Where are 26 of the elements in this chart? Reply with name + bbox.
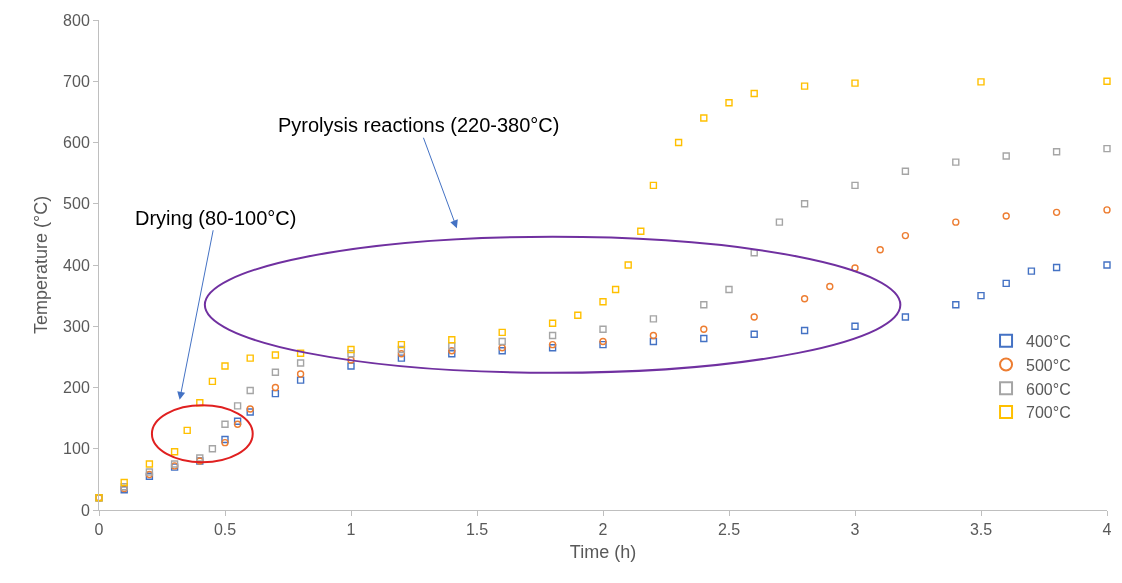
x-tick-label: 3.5 xyxy=(969,521,993,539)
legend-label: 500°C xyxy=(1026,356,1071,374)
y-tick-label: 300 xyxy=(63,317,90,335)
y-tick-label: 400 xyxy=(63,256,90,274)
y-tick-label: 800 xyxy=(63,11,90,29)
y-tick-label: 100 xyxy=(63,440,90,458)
x-tick-label: 3 xyxy=(850,521,860,539)
y-tick-label: 200 xyxy=(63,379,90,397)
x-tick-label: 0.5 xyxy=(213,521,237,539)
y-tick-label: 0 xyxy=(80,501,90,519)
annotation: Drying (80-100°C) xyxy=(135,207,297,229)
annotation: Pyrolysis reactions (220-380°C) xyxy=(278,114,560,136)
x-tick-label: 4 xyxy=(1102,521,1112,539)
x-tick-label: 2 xyxy=(598,521,608,539)
x-tick-label: 0 xyxy=(94,521,104,539)
legend-label: 700°C xyxy=(1026,404,1071,422)
x-tick-label: 1.5 xyxy=(465,521,489,539)
y-tick-label: 600 xyxy=(63,134,90,152)
x-tick-label: 2.5 xyxy=(717,521,741,539)
legend-label: 600°C xyxy=(1026,380,1071,398)
x-axis-title: Time (h) xyxy=(569,542,637,563)
x-tick-label: 1 xyxy=(346,521,356,539)
legend-label: 400°C xyxy=(1026,332,1071,350)
y-axis-title: Temperature (°C) xyxy=(31,195,52,335)
y-tick-label: 500 xyxy=(63,195,90,213)
y-tick-label: 700 xyxy=(63,72,90,90)
